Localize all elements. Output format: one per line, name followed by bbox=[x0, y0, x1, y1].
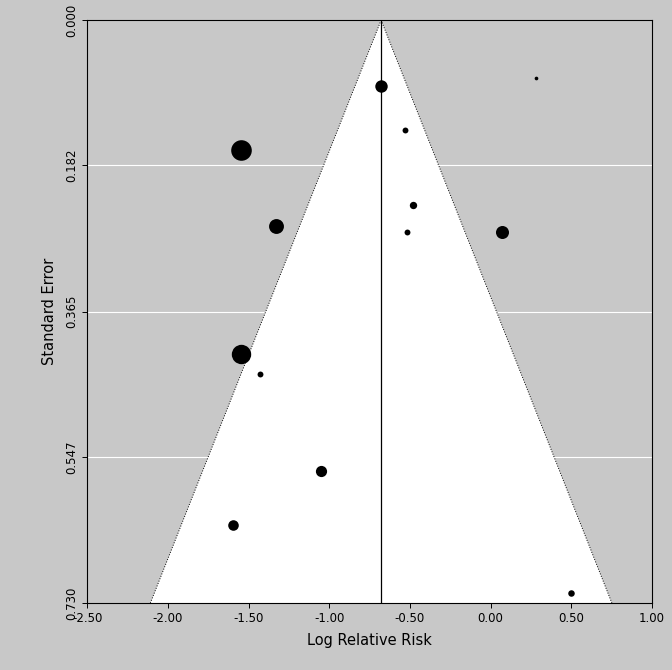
Point bbox=[401, 226, 412, 237]
Point bbox=[530, 72, 541, 83]
Point bbox=[400, 125, 411, 135]
Point bbox=[566, 588, 577, 599]
Point bbox=[408, 200, 419, 210]
X-axis label: Log Relative Risk: Log Relative Risk bbox=[307, 633, 432, 649]
Polygon shape bbox=[151, 20, 612, 603]
Point bbox=[497, 226, 507, 237]
Point bbox=[235, 145, 246, 155]
Point bbox=[376, 80, 386, 91]
Y-axis label: Standard Error: Standard Error bbox=[42, 258, 57, 365]
Point bbox=[255, 369, 265, 379]
Point bbox=[227, 519, 238, 530]
Point bbox=[316, 466, 327, 476]
Point bbox=[271, 220, 282, 231]
Point bbox=[235, 348, 246, 359]
